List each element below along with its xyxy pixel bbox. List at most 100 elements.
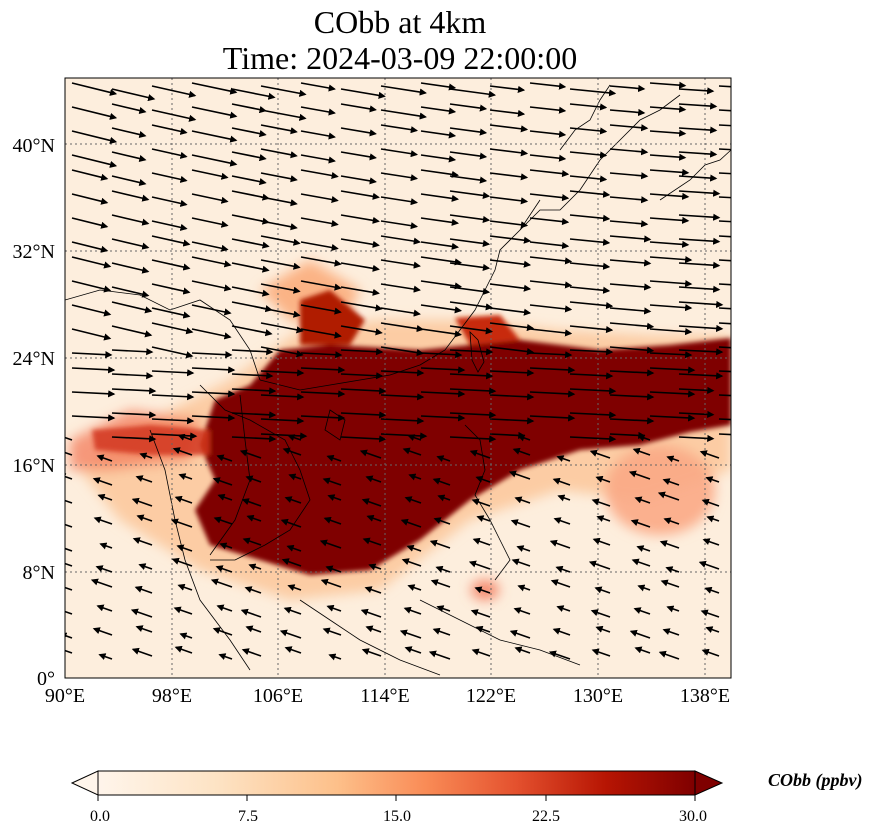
wind-vector-arrow xyxy=(151,259,191,271)
wind-vector-arrow xyxy=(609,307,652,315)
wind-vector-arrow xyxy=(242,537,262,546)
wind-vector-arrow xyxy=(509,629,531,639)
wind-vector-arrow xyxy=(609,124,649,132)
wind-vector-arrow xyxy=(476,515,491,522)
wind-vector-arrow xyxy=(449,175,488,184)
wind-vector-arrow xyxy=(649,414,696,422)
wind-vector-arrow xyxy=(151,85,197,98)
wind-vector-arrow xyxy=(65,451,73,456)
wind-vector-arrow xyxy=(705,626,720,633)
wind-vector-arrow xyxy=(420,390,466,398)
wind-vector-arrow xyxy=(609,84,646,92)
wind-vector-arrow xyxy=(420,328,463,338)
wind-vector-arrow xyxy=(340,238,380,248)
wind-vector-arrow xyxy=(380,85,427,96)
wind-vector-arrow xyxy=(663,517,680,525)
wind-vector-arrow xyxy=(260,235,301,246)
wind-vector-arrow xyxy=(399,629,422,639)
wind-vector-arrow xyxy=(718,124,731,127)
wind-vector-arrow xyxy=(678,261,721,269)
lon-tick: 130°E xyxy=(573,685,623,707)
lat-tick: 16°N xyxy=(13,455,55,477)
wind-vector-arrow xyxy=(340,411,387,419)
wind-vector-arrow xyxy=(699,450,720,459)
wind-vector-arrow xyxy=(471,498,491,507)
wind-vector-arrow xyxy=(514,496,531,504)
wind-vector-arrow xyxy=(420,130,457,139)
wind-vector-arrow xyxy=(609,172,649,180)
wind-vector-arrow xyxy=(281,558,302,567)
wind-vector-arrow xyxy=(555,565,571,573)
wind-vector-arrow xyxy=(553,517,571,525)
wind-vector-arrow xyxy=(591,498,611,507)
wind-vector-arrow xyxy=(248,563,262,571)
wind-vector-arrow xyxy=(678,386,715,395)
wind-vector-arrow xyxy=(380,322,424,333)
wind-vector-arrow xyxy=(300,241,339,252)
wind-vector-arrow xyxy=(489,259,532,268)
wind-vector-arrow xyxy=(592,537,611,546)
wind-vector-arrow xyxy=(609,108,646,116)
wind-vector-arrow xyxy=(111,372,154,380)
wind-vector-arrow xyxy=(99,542,113,550)
wind-vector-arrow xyxy=(340,88,386,99)
wind-vector-arrow xyxy=(632,447,651,456)
wind-vector-arrow xyxy=(213,516,233,525)
wind-vector-arrow xyxy=(700,609,720,618)
wind-vector-arrow xyxy=(660,579,680,588)
wind-vector-arrow xyxy=(71,256,112,269)
wind-vector-arrow xyxy=(71,169,109,181)
wind-vector-arrow xyxy=(111,127,147,138)
wind-vector-arrow xyxy=(649,303,693,312)
wind-vector-arrow xyxy=(489,417,535,425)
wind-vector-arrow xyxy=(239,449,262,459)
wind-vector-arrow xyxy=(649,105,687,113)
wind-vector-arrow xyxy=(111,325,153,338)
wind-vector-arrow xyxy=(111,214,150,226)
lat-tick: 32°N xyxy=(13,241,55,263)
lat-tick: 24°N xyxy=(13,348,55,370)
wind-vector-arrow xyxy=(132,537,153,546)
wind-vector-arrow xyxy=(245,475,262,483)
wind-vector-arrow xyxy=(191,328,232,340)
wind-vector-arrow xyxy=(633,607,651,615)
wind-vector-arrow xyxy=(489,235,532,244)
wind-vector-arrow xyxy=(191,280,232,292)
wind-vector-arrow xyxy=(401,558,422,567)
wind-vector-arrow xyxy=(420,366,466,374)
wind-vector-arrow xyxy=(191,217,229,228)
wind-vector-arrow xyxy=(529,169,570,178)
wind-vector-arrow xyxy=(658,650,680,660)
wind-vector-arrow xyxy=(449,286,491,296)
wind-vector-arrow xyxy=(529,256,573,265)
wind-vector-arrow xyxy=(151,417,195,425)
wind-vector-arrow xyxy=(420,241,460,250)
lon-tick: 122°E xyxy=(466,685,516,707)
wind-vector-arrow xyxy=(97,493,113,501)
wind-vector-arrow xyxy=(135,475,153,483)
wind-vector-arrow xyxy=(718,109,731,112)
wind-vector-arrow xyxy=(569,88,617,97)
wind-vector-arrow xyxy=(323,516,342,525)
wind-vector-arrow xyxy=(649,81,687,89)
wind-vector-arrow xyxy=(380,432,428,440)
wind-vector-arrow xyxy=(529,106,567,114)
wind-vector-arrow xyxy=(380,148,419,158)
wind-vector-arrow xyxy=(705,476,720,483)
wind-vector-arrow xyxy=(666,605,680,613)
wind-vector-arrow xyxy=(111,348,154,356)
wind-vector-arrow xyxy=(260,283,301,294)
wind-vector-arrow xyxy=(591,648,611,657)
wind-vector-arrow xyxy=(287,434,302,441)
wind-vector-arrow xyxy=(151,432,198,440)
wind-vector-arrow xyxy=(489,393,535,401)
wind-vector-arrow xyxy=(300,82,336,92)
wind-vector-arrow xyxy=(171,557,193,567)
wind-vector-arrow xyxy=(718,196,731,199)
wind-vector-arrow xyxy=(380,109,427,120)
lat-tick: 8°N xyxy=(23,562,55,584)
wind-vector-arrow xyxy=(173,606,193,615)
wind-vector-arrow xyxy=(449,411,497,419)
lon-axis: 90°E 98°E 106°E 114°E 122°E 130°E 138°E xyxy=(45,685,730,707)
wind-vector-arrow xyxy=(569,190,611,198)
